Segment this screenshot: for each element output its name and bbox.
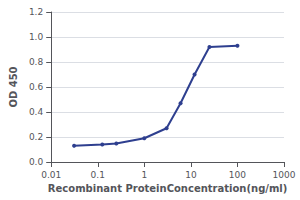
svg-text:0.01: 0.01 <box>41 170 61 180</box>
svg-text:1000: 1000 <box>273 170 296 180</box>
svg-text:0.2: 0.2 <box>29 132 43 142</box>
svg-text:1.0: 1.0 <box>29 32 44 42</box>
svg-text:Recombinant ProteinConcentrati: Recombinant ProteinConcentration(ng/ml) <box>48 183 288 194</box>
svg-text:0.1: 0.1 <box>91 170 105 180</box>
svg-text:OD 450: OD 450 <box>8 66 19 107</box>
svg-text:0.8: 0.8 <box>29 57 44 67</box>
svg-text:10: 10 <box>185 170 197 180</box>
svg-text:0.4: 0.4 <box>29 107 44 117</box>
svg-text:0.0: 0.0 <box>29 157 44 167</box>
svg-text:100: 100 <box>229 170 246 180</box>
svg-text:1: 1 <box>141 170 147 180</box>
svg-text:0.6: 0.6 <box>29 82 44 92</box>
svg-text:1.2: 1.2 <box>29 7 43 17</box>
